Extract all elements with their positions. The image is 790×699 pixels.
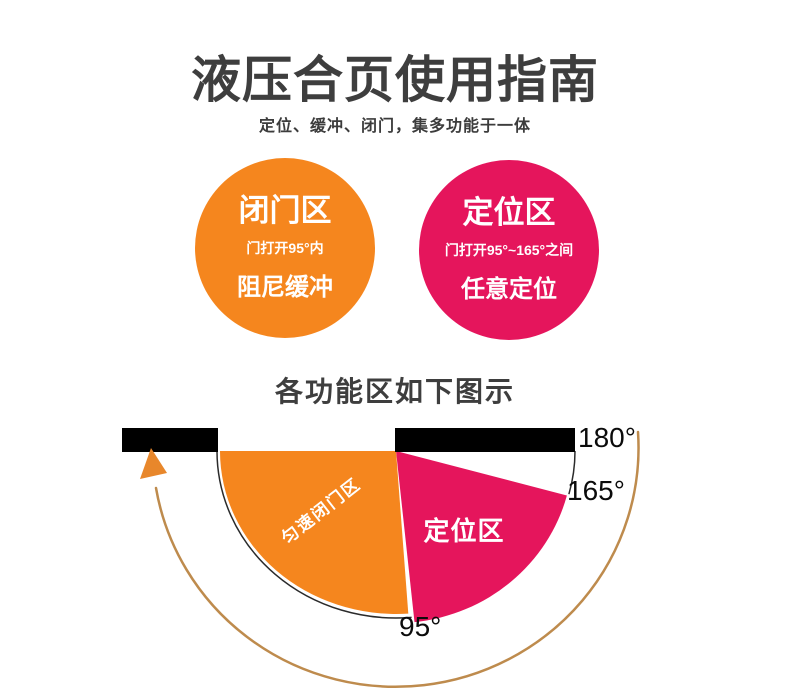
closing-sector — [220, 451, 409, 614]
positioning-zone-range: 门打开95°~165°之间 — [444, 241, 574, 258]
semicircle-outline-left — [216, 450, 412, 619]
positioning-zone-feature: 任意定位 — [461, 275, 557, 303]
semicircle-outline-right — [568, 450, 576, 495]
swing-arrowhead-icon — [140, 448, 167, 479]
angle-label-180: 180° — [578, 422, 636, 453]
angle-label-95: 95° — [399, 611, 442, 642]
positioning-zone-name: 定位区 — [462, 195, 556, 231]
door-panel-bar — [122, 428, 218, 452]
swing-arrow-arc — [154, 430, 640, 688]
page-title: 液压合页使用指南 — [191, 52, 599, 108]
door-frame-bar — [395, 428, 575, 452]
closing-zone-badge: 闭门区 门打开95°内 阻尼缓冲 — [195, 158, 375, 338]
positioning-sector-label: 定位区 — [423, 516, 505, 546]
angle-label-165: 165° — [567, 475, 625, 506]
positioning-zone-badge: 定位区 门打开95°~165°之间 任意定位 — [419, 160, 599, 340]
closing-zone-name: 闭门区 — [238, 193, 332, 229]
closing-zone-feature: 阻尼缓冲 — [237, 273, 333, 301]
diagram-heading: 各功能区如下图示 — [274, 376, 515, 407]
page-subtitle: 定位、缓冲、闭门，集多功能于一体 — [258, 118, 531, 135]
closing-zone-range: 门打开95°内 — [246, 239, 324, 256]
positioning-sector — [396, 451, 567, 623]
